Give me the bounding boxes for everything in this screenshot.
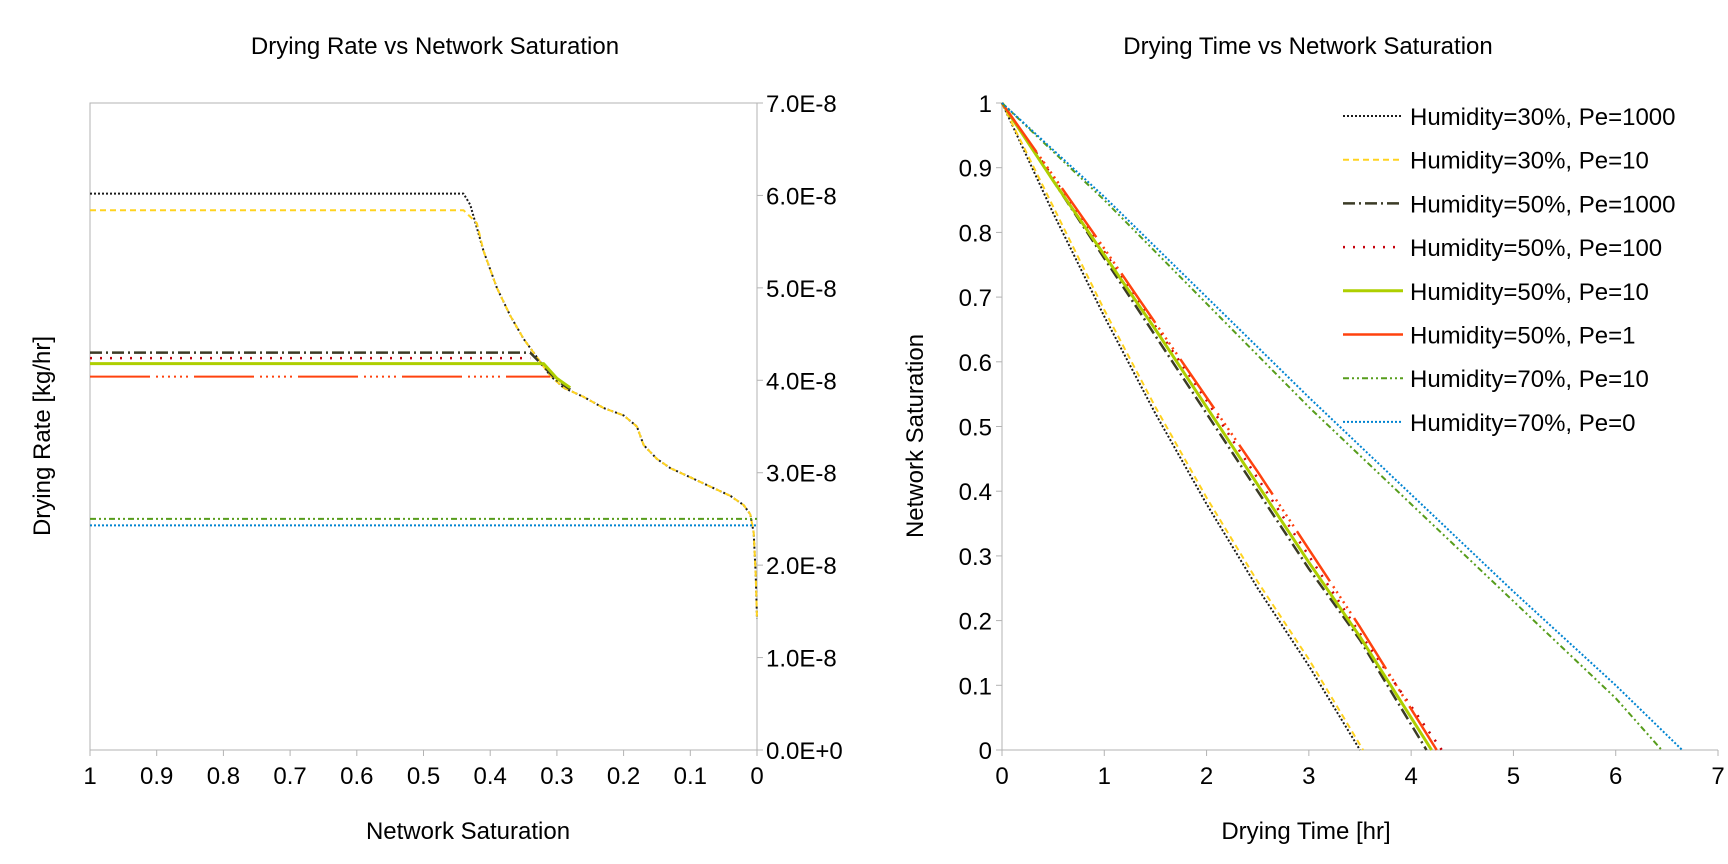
left-y-tick-label: 3.0E-8: [766, 461, 837, 488]
right-series-line-7: [1001, 102, 1663, 751]
right-x-tick-label: 7: [1711, 763, 1724, 790]
left-y-axis-label: Drying Rate [kg/hr]: [29, 336, 56, 536]
right-series-line-5: [1000, 102, 1433, 751]
right-x-tick-label: 2: [1200, 763, 1213, 790]
left-y-tick-label: 5.0E-8: [766, 276, 837, 303]
right-y-tick-label: 0.3: [959, 544, 992, 571]
right-x-tick-label: 1: [1098, 763, 1111, 790]
legend-label-3: Humidity=50%, Pe=1000: [1410, 191, 1676, 218]
left-series-line-5: [90, 362, 572, 389]
left-x-tick-label: 0.4: [474, 763, 507, 790]
left-series-line-3: [90, 351, 571, 391]
legend-label-8: Humidity=70%, Pe=0: [1410, 410, 1635, 437]
left-x-tick-label: 0.5: [407, 763, 440, 790]
right-y-axis-label: Network Saturation: [902, 334, 929, 538]
right-y-tick-label: 0.4: [959, 479, 992, 506]
left-x-tick-label: 0.2: [607, 763, 640, 790]
left-y-tick-label: 6.0E-8: [766, 183, 837, 210]
legend-label-1: Humidity=30%, Pe=1000: [1410, 104, 1676, 131]
right-y-tick-label: 0.6: [959, 350, 992, 377]
right-y-tick-label: 0.9: [959, 156, 992, 183]
left-y-tick-label: 2.0E-8: [766, 553, 837, 580]
left-y-tick-label: 7.0E-8: [766, 91, 837, 118]
right-chart-title: Drying Time vs Network Saturation: [1123, 33, 1492, 60]
left-y-tick-label: 0.0E+0: [766, 738, 843, 765]
right-y-tick-label: 0.2: [959, 609, 992, 636]
right-x-axis-label: Drying Time [hr]: [1221, 818, 1390, 845]
right-y-tick-label: 1: [979, 91, 992, 118]
right-series-line-4: [1000, 102, 1443, 751]
left-x-tick-label: 0.6: [340, 763, 373, 790]
left-series-line-1: [90, 192, 758, 619]
right-x-tick-label: 4: [1404, 763, 1417, 790]
right-series-line-2: [1001, 102, 1364, 751]
right-x-tick-label: 0: [995, 763, 1008, 790]
left-x-tick-label: 0.8: [207, 763, 240, 790]
legend-label-6: Humidity=50%, Pe=1: [1410, 323, 1635, 350]
legend-label-4: Humidity=50%, Pe=100: [1410, 235, 1662, 262]
left-x-tick-label: 0.7: [273, 763, 306, 790]
right-y-tick-label: 0.1: [959, 673, 992, 700]
legend-label-7: Humidity=70%, Pe=10: [1410, 366, 1649, 393]
right-series-line-6: [1000, 102, 1438, 751]
legend-label-2: Humidity=30%, Pe=10: [1410, 148, 1649, 175]
left-x-tick-label: 0.3: [540, 763, 573, 790]
right-series-line-1: [1001, 102, 1361, 751]
left-x-tick-label: 1: [83, 763, 96, 790]
left-x-tick-label: 0.1: [674, 763, 707, 790]
right-y-tick-label: 0.7: [959, 285, 992, 312]
left-plot-frame: [89, 102, 758, 751]
left-series-line-2: [90, 209, 758, 619]
right-y-tick-label: 0.8: [959, 220, 992, 247]
left-x-tick-label: 0: [750, 763, 763, 790]
right-x-tick-label: 5: [1507, 763, 1520, 790]
legend-label-5: Humidity=50%, Pe=10: [1410, 279, 1649, 306]
left-chart-title: Drying Rate vs Network Saturation: [251, 33, 619, 60]
left-y-tick-label: 1.0E-8: [766, 646, 837, 673]
right-x-tick-label: 3: [1302, 763, 1315, 790]
right-x-tick-label: 6: [1609, 763, 1622, 790]
left-y-tick-label: 4.0E-8: [766, 368, 837, 395]
right-y-tick-label: 0: [979, 738, 992, 765]
left-x-axis-label: Network Saturation: [366, 818, 570, 845]
left-x-tick-label: 0.9: [140, 763, 173, 790]
right-series-line-3: [1000, 102, 1428, 751]
right-y-tick-label: 0.5: [959, 415, 992, 442]
